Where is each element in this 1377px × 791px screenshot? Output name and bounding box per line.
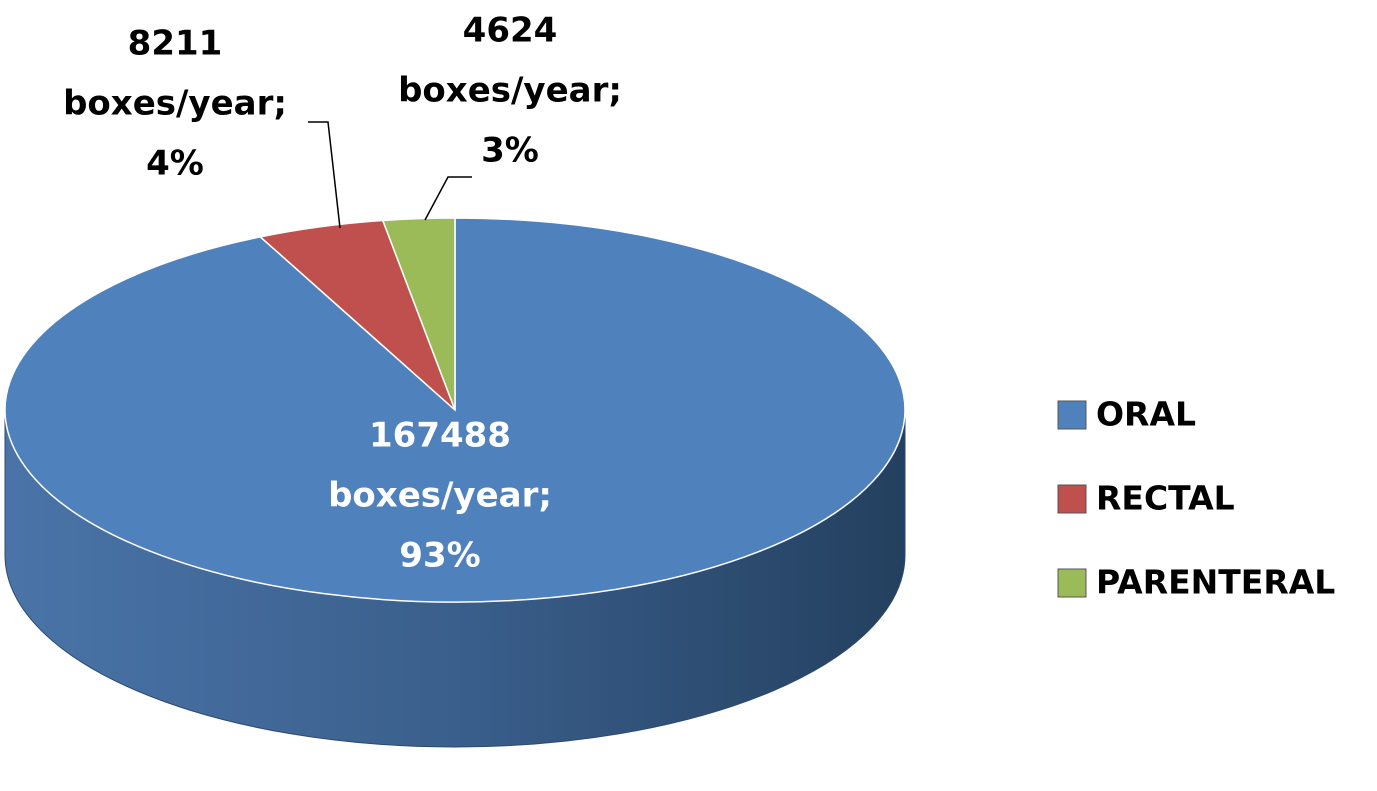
data-label: boxes/year; — [63, 84, 287, 124]
leader-line — [308, 121, 341, 229]
data-label: 167488 — [369, 416, 511, 456]
legend-label: RECTAL — [1096, 479, 1235, 518]
leader-line — [424, 176, 472, 221]
data-label: 3% — [481, 131, 539, 171]
data-label: 8211 — [128, 24, 223, 64]
legend-label: ORAL — [1096, 395, 1196, 434]
data-label: boxes/year; — [328, 476, 552, 516]
legend-swatch — [1057, 568, 1087, 598]
legend-label: PARENTERAL — [1096, 563, 1335, 602]
data-label: 4624 — [463, 11, 558, 51]
data-label: 93% — [399, 536, 480, 576]
legend-swatch — [1057, 400, 1087, 430]
data-label: 4% — [146, 144, 204, 184]
data-label: boxes/year; — [398, 71, 622, 111]
slice — [381, 217, 456, 411]
legend-swatch — [1057, 484, 1087, 514]
